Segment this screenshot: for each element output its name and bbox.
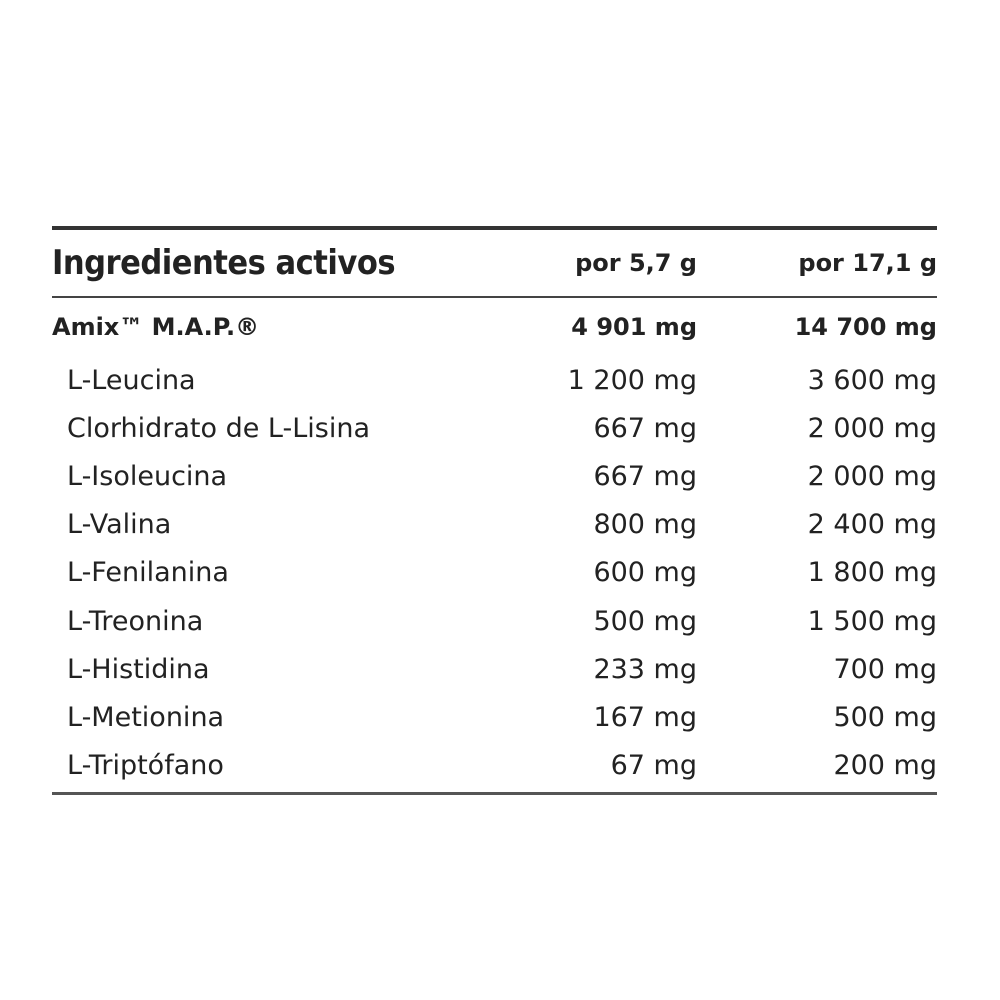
- table-cell: 233 mg: [593, 653, 697, 685]
- table-cell: 1 800 mg: [807, 557, 937, 589]
- table-cell: 2 000 mg: [807, 412, 937, 444]
- table-cell: 800 mg: [593, 509, 697, 541]
- table-cell: 67 mg: [610, 750, 697, 782]
- header-rule: [52, 296, 937, 298]
- table-cell: Clorhidrato de L-Lisina: [67, 412, 370, 444]
- table-row: L-Histidina 233 mg 700 mg: [52, 645, 937, 693]
- table-row: L-Valina 800 mg 2 400 mg: [52, 501, 937, 549]
- header-cell: Ingredientes activos: [52, 243, 396, 283]
- table-row: Amix™ M.A.P.® 4 901 mg 14 700 mg: [52, 298, 937, 356]
- table-cell: 500 mg: [833, 701, 937, 733]
- table-cell: 200 mg: [833, 750, 937, 782]
- table-cell: L-Metionina: [67, 701, 225, 733]
- table-row: L-Fenilanina 600 mg 1 800 mg: [52, 549, 937, 597]
- table-cell: 4 901 mg: [571, 313, 697, 341]
- table-cell: 14 700 mg: [794, 313, 937, 341]
- table-header: Ingredientes activos por 5,7 g por 17,1 g: [52, 230, 937, 296]
- table-cell: L-Treonina: [67, 605, 204, 637]
- table-cell: 1 200 mg: [567, 364, 697, 396]
- table-cell: L-Triptófano: [67, 750, 224, 782]
- table-cell: 500 mg: [593, 605, 697, 637]
- table-cell: L-Fenilanina: [67, 557, 229, 589]
- table-cell: 2 400 mg: [807, 509, 937, 541]
- table-row: L-Treonina 500 mg 1 500 mg: [52, 597, 937, 645]
- table-cell: L-Valina: [67, 509, 172, 541]
- table-cell: 600 mg: [593, 557, 697, 589]
- header-cell: por 17,1 g: [798, 249, 937, 277]
- table-body: Amix™ M.A.P.® 4 901 mg 14 700 mg L-Leucina 1…: [52, 298, 937, 790]
- table-row: L-Metionina 167 mg 500 mg: [52, 693, 937, 741]
- top-rule: [52, 226, 937, 230]
- bottom-rule: [52, 791, 937, 795]
- table-cell: 2 000 mg: [807, 460, 937, 492]
- table-row: Clorhidrato de L-Lisina 667 mg 2 000 mg: [52, 404, 937, 452]
- table-cell: 667 mg: [593, 460, 697, 492]
- table-cell: L-Isoleucina: [67, 460, 228, 492]
- table-cell: L-Histidina: [67, 653, 210, 685]
- table-row: L-Isoleucina 667 mg 2 000 mg: [52, 452, 937, 500]
- table-cell: Amix™ M.A.P.®: [52, 313, 260, 341]
- table-row: L-Triptófano 67 mg 200 mg: [52, 742, 937, 790]
- ingredient-table: Ingredientes activos por 5,7 g por 17,1 g …: [52, 226, 937, 795]
- table-cell: 1 500 mg: [807, 605, 937, 637]
- table-cell: 3 600 mg: [807, 364, 937, 396]
- table-cell: L-Leucina: [67, 364, 196, 396]
- header-cell: por 5,7 g: [575, 249, 697, 277]
- table-cell: 167 mg: [593, 701, 697, 733]
- table-cell: 667 mg: [593, 412, 697, 444]
- table-cell: 700 mg: [833, 653, 937, 685]
- table-row: L-Leucina 1 200 mg 3 600 mg: [52, 356, 937, 404]
